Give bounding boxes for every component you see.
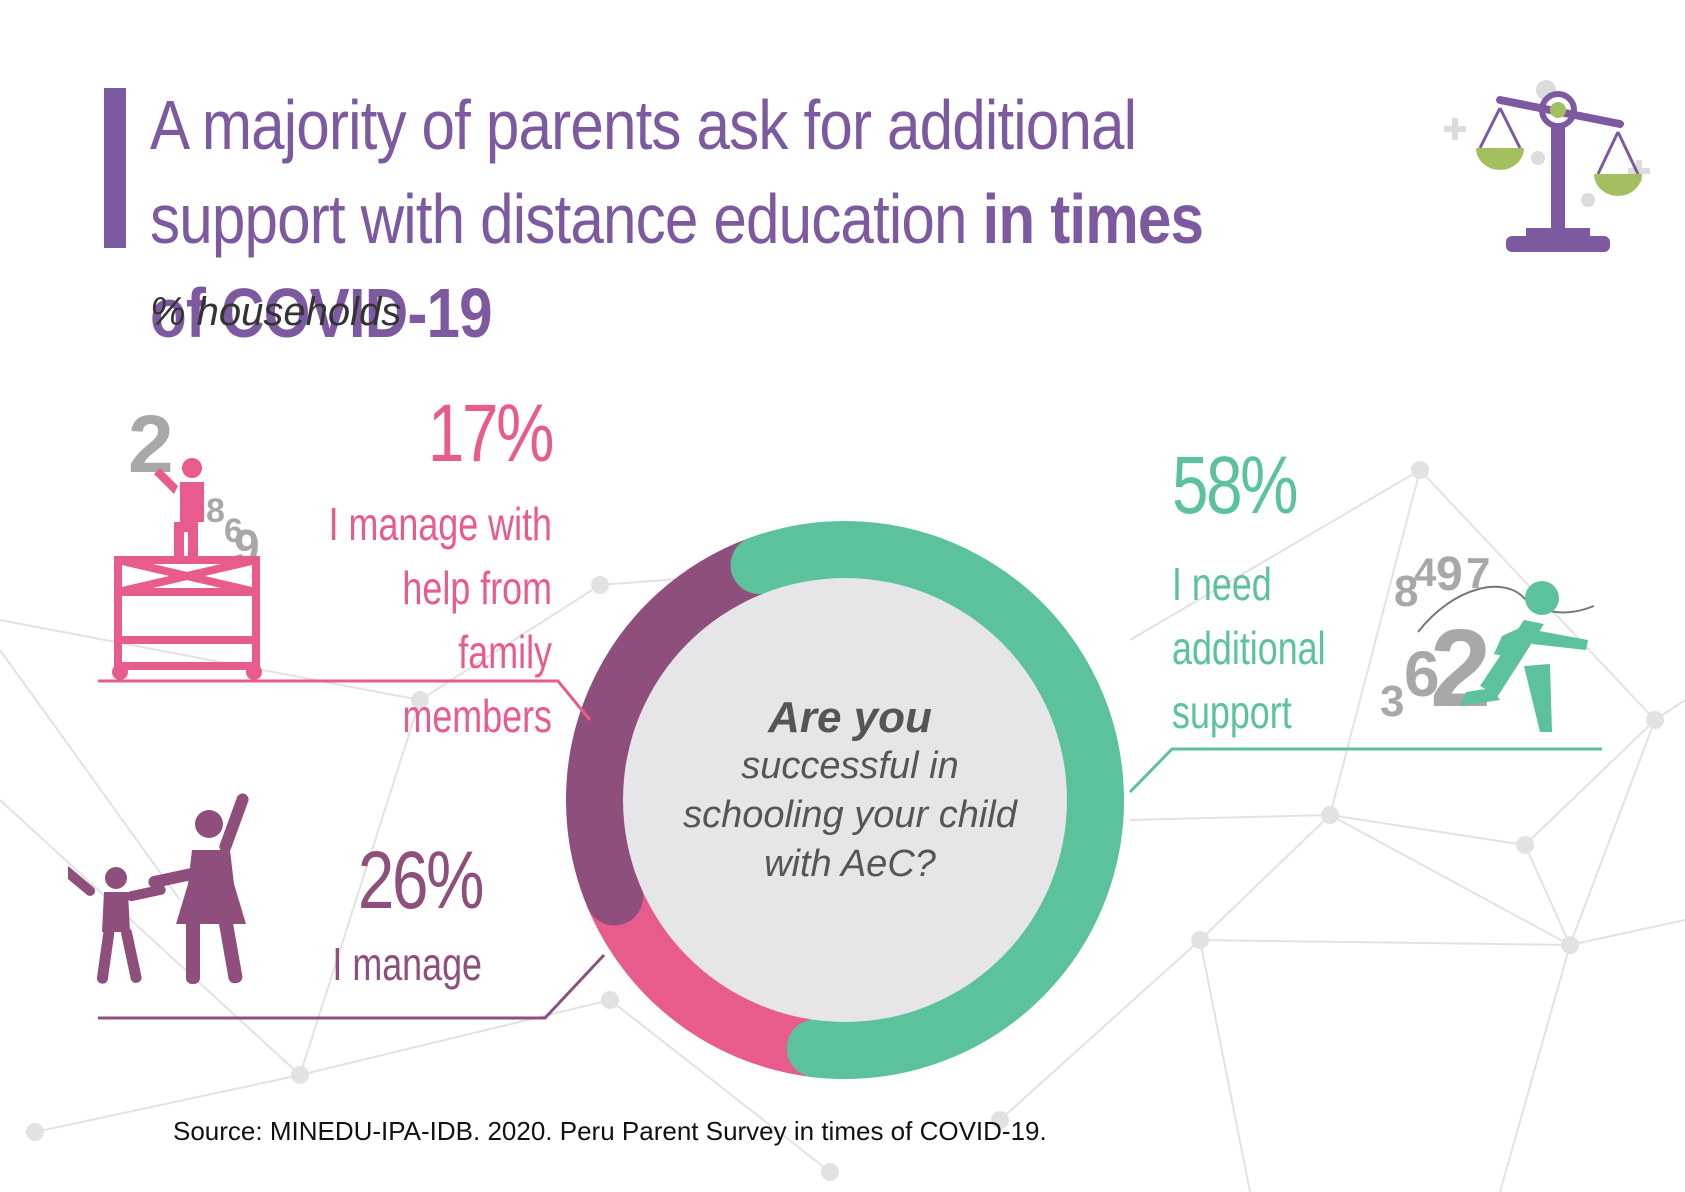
value-label-manage: 26%	[357, 835, 485, 926]
family-value-wrap: 17%	[300, 388, 555, 479]
center-line-2: successful in	[741, 745, 959, 787]
center-line-4: with AeC?	[764, 843, 936, 885]
svg-text:8: 8	[206, 492, 225, 530]
leader-line-family	[98, 679, 592, 721]
svg-text:3: 3	[1380, 677, 1404, 726]
family-label-line-2: help from family	[402, 562, 552, 678]
svg-text:6: 6	[224, 512, 243, 550]
subtitle: % households	[150, 290, 402, 334]
svg-text:6: 6	[1404, 638, 1440, 710]
title-bold-text: in times of COVID-19	[150, 180, 1204, 352]
donut-segment-support	[730, 521, 1124, 1079]
svg-text:2: 2	[1430, 607, 1491, 730]
title-accent-bar	[104, 88, 126, 248]
family-label-line-3: members	[402, 690, 552, 742]
svg-text:4: 4	[1414, 551, 1437, 595]
svg-text:7: 7	[1466, 549, 1490, 598]
parent-child-icon	[68, 793, 249, 984]
donut-segment-family	[585, 867, 845, 1078]
running-person-icon: 8 4 9 7 3 6 2	[1380, 548, 1595, 732]
leader-line-support	[1128, 747, 1602, 794]
support-label-line-3: support	[1172, 686, 1292, 738]
support-label-line-1: I need	[1172, 558, 1272, 610]
source-note: Source: MINEDU-IPA-IDB. 2020. Peru Paren…	[173, 1116, 1047, 1146]
center-line-3: schooling your child	[683, 794, 1017, 836]
support-value-wrap: 58%	[1172, 445, 1422, 527]
value-label-support: 58%	[1172, 440, 1298, 531]
svg-text:9: 9	[1436, 548, 1463, 601]
svg-text:8: 8	[1394, 567, 1418, 616]
center-line-1: Are you	[768, 693, 932, 742]
family-label-line-1: I manage with	[328, 498, 552, 550]
donut-segment-manage	[566, 536, 789, 926]
value-label-family: 17%	[427, 388, 555, 479]
scaffold-worker-icon: 2 8 6 9	[112, 399, 262, 680]
category-label-support: I need additional support	[1172, 552, 1375, 744]
category-label-family: I manage with help from family members	[318, 492, 552, 748]
leader-line-manage	[98, 953, 606, 1020]
scale-icon	[1444, 80, 1650, 252]
donut-center	[623, 578, 1067, 1022]
title-text: A majority of parents ask for additional…	[150, 86, 1137, 258]
manage-value-wrap: 26%	[260, 835, 485, 926]
support-label-line-2: additional	[1172, 622, 1326, 674]
center-question: Are you successful in schooling your chi…	[620, 693, 1080, 889]
page-title: A majority of parents ask for additional…	[150, 78, 1251, 360]
category-label-manage: I manage	[332, 938, 482, 990]
